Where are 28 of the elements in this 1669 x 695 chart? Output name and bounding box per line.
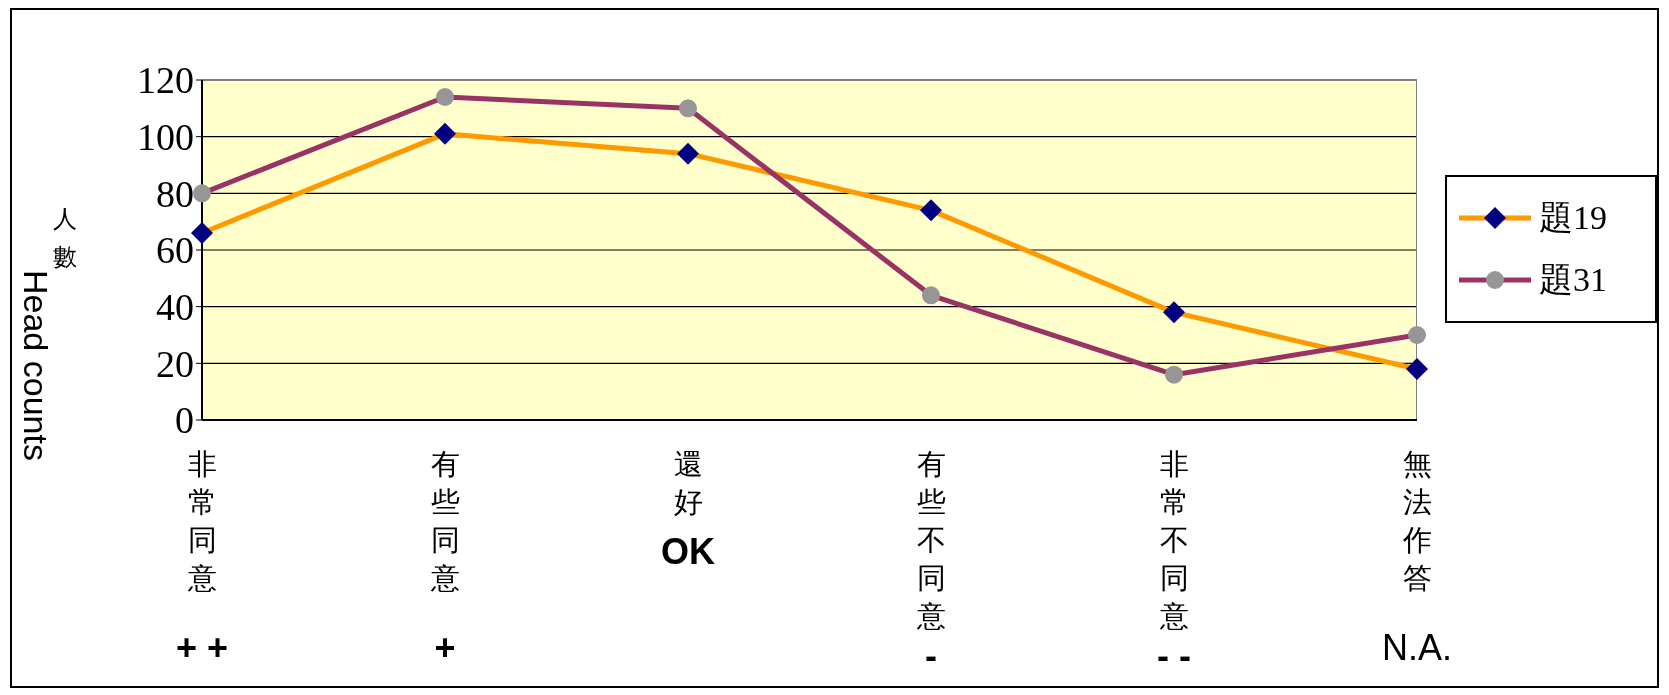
x-tick-label: 無法作答 N.A. [1381,447,1453,668]
x-tick-label: 有些不同意 - [915,447,946,676]
y-tick-label: 0 [175,399,194,442]
point [1408,326,1426,344]
point [920,199,942,222]
point [436,88,454,106]
x-tick-label: 還好 OK [661,447,715,572]
x-tick-label: 非常不同意 - - [1157,447,1191,676]
legend-label: 題19 [1539,198,1607,238]
point [922,286,940,305]
y-tick-label: 100 [137,116,194,159]
x-tick-label: 非常同意 + + [175,447,229,668]
point [677,142,699,165]
x-tick-label: 有些同意 + [429,447,460,668]
y-tick-label: 60 [156,229,194,272]
point [1406,358,1428,380]
point [1165,365,1183,384]
y-axis-title: 人數 Head counts [16,204,78,461]
y-tick-label: 40 [156,286,194,329]
point [1163,301,1185,324]
point [191,222,213,244]
point [679,99,697,118]
y-tick-label: 80 [156,172,194,215]
legend-label: 題31 [1539,260,1607,300]
y-tick-label: 20 [156,342,194,385]
y-tick-label: 120 [137,59,194,102]
point [193,184,211,203]
point [434,122,456,145]
